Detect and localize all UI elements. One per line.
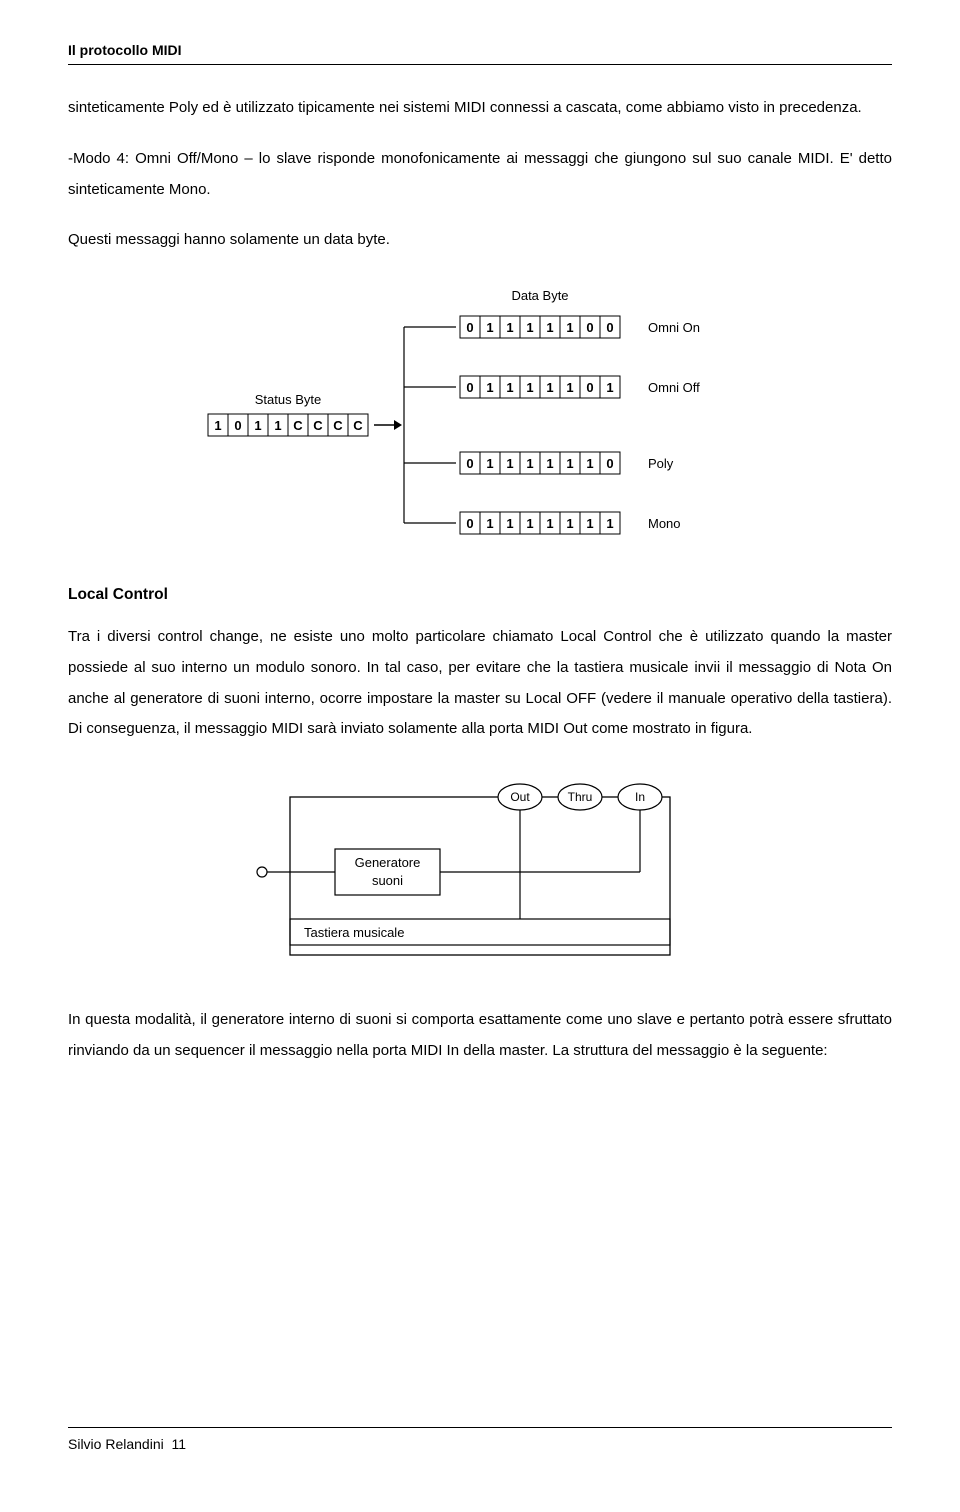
svg-text:1: 1 bbox=[506, 456, 513, 471]
svg-text:0: 0 bbox=[466, 320, 473, 335]
svg-text:Mono: Mono bbox=[648, 516, 681, 531]
svg-text:0: 0 bbox=[606, 320, 613, 335]
svg-text:Poly: Poly bbox=[648, 456, 674, 471]
svg-text:1: 1 bbox=[546, 380, 553, 395]
svg-text:1: 1 bbox=[586, 516, 593, 531]
svg-text:1: 1 bbox=[214, 418, 221, 433]
svg-text:0: 0 bbox=[586, 380, 593, 395]
svg-text:0: 0 bbox=[606, 456, 613, 471]
svg-text:1: 1 bbox=[526, 320, 533, 335]
section-local-control: Local Control bbox=[68, 586, 892, 604]
svg-text:Data Byte: Data Byte bbox=[511, 288, 568, 303]
svg-text:Tastiera musicale: Tastiera musicale bbox=[304, 925, 404, 940]
svg-text:1: 1 bbox=[566, 380, 573, 395]
local-off-diagram: Out Thru In Generatore suoni Tastiera musical… bbox=[230, 777, 730, 977]
svg-text:0: 0 bbox=[466, 380, 473, 395]
svg-text:1: 1 bbox=[486, 380, 493, 395]
svg-text:1: 1 bbox=[566, 456, 573, 471]
svg-text:suoni: suoni bbox=[372, 873, 403, 888]
footer-page: 11 bbox=[172, 1436, 187, 1452]
svg-text:In: In bbox=[635, 790, 645, 804]
page-header: Il protocollo MIDI bbox=[68, 42, 892, 58]
footer-rule bbox=[68, 1427, 892, 1428]
mode-message-diagram: Data Byte01111100Omni On01111101Omni Off… bbox=[160, 276, 800, 556]
svg-text:Generatore: Generatore bbox=[355, 855, 421, 870]
svg-text:1: 1 bbox=[606, 516, 613, 531]
svg-text:1: 1 bbox=[506, 380, 513, 395]
svg-text:1: 1 bbox=[254, 418, 261, 433]
svg-text:0: 0 bbox=[466, 516, 473, 531]
svg-text:1: 1 bbox=[526, 456, 533, 471]
header-title: Il protocollo MIDI bbox=[68, 42, 182, 58]
svg-text:Status Byte: Status Byte bbox=[255, 392, 321, 407]
svg-text:1: 1 bbox=[526, 516, 533, 531]
svg-text:1: 1 bbox=[506, 320, 513, 335]
svg-text:0: 0 bbox=[466, 456, 473, 471]
svg-text:Omni Off: Omni Off bbox=[648, 380, 700, 395]
svg-text:1: 1 bbox=[486, 320, 493, 335]
svg-text:Omni On: Omni On bbox=[648, 320, 700, 335]
header-rule bbox=[68, 64, 892, 65]
svg-text:Out: Out bbox=[510, 790, 530, 804]
paragraph-2: -Modo 4: Omni Off/Mono – lo slave rispon… bbox=[68, 144, 892, 206]
svg-text:C: C bbox=[353, 418, 363, 433]
svg-text:0: 0 bbox=[234, 418, 241, 433]
svg-text:1: 1 bbox=[606, 380, 613, 395]
svg-text:1: 1 bbox=[566, 516, 573, 531]
page-footer: Silvio Relandini 11 bbox=[68, 1427, 892, 1452]
svg-text:1: 1 bbox=[526, 380, 533, 395]
svg-text:1: 1 bbox=[486, 456, 493, 471]
svg-text:Thru: Thru bbox=[568, 790, 593, 804]
svg-text:1: 1 bbox=[546, 456, 553, 471]
svg-text:1: 1 bbox=[546, 516, 553, 531]
svg-text:0: 0 bbox=[586, 320, 593, 335]
svg-text:1: 1 bbox=[546, 320, 553, 335]
paragraph-5: In questa modalità, il generatore intern… bbox=[68, 1005, 892, 1067]
paragraph-1: sinteticamente Poly ed è utilizzato tipi… bbox=[68, 93, 892, 124]
paragraph-4: Tra i diversi control change, ne esiste … bbox=[68, 622, 892, 745]
svg-text:1: 1 bbox=[486, 516, 493, 531]
svg-text:1: 1 bbox=[586, 456, 593, 471]
footer-author: Silvio Relandini bbox=[68, 1436, 164, 1452]
svg-text:1: 1 bbox=[274, 418, 281, 433]
svg-text:1: 1 bbox=[506, 516, 513, 531]
svg-text:C: C bbox=[313, 418, 323, 433]
svg-text:C: C bbox=[333, 418, 343, 433]
svg-text:C: C bbox=[293, 418, 303, 433]
paragraph-3: Questi messaggi hanno solamente un data … bbox=[68, 225, 892, 256]
svg-text:1: 1 bbox=[566, 320, 573, 335]
